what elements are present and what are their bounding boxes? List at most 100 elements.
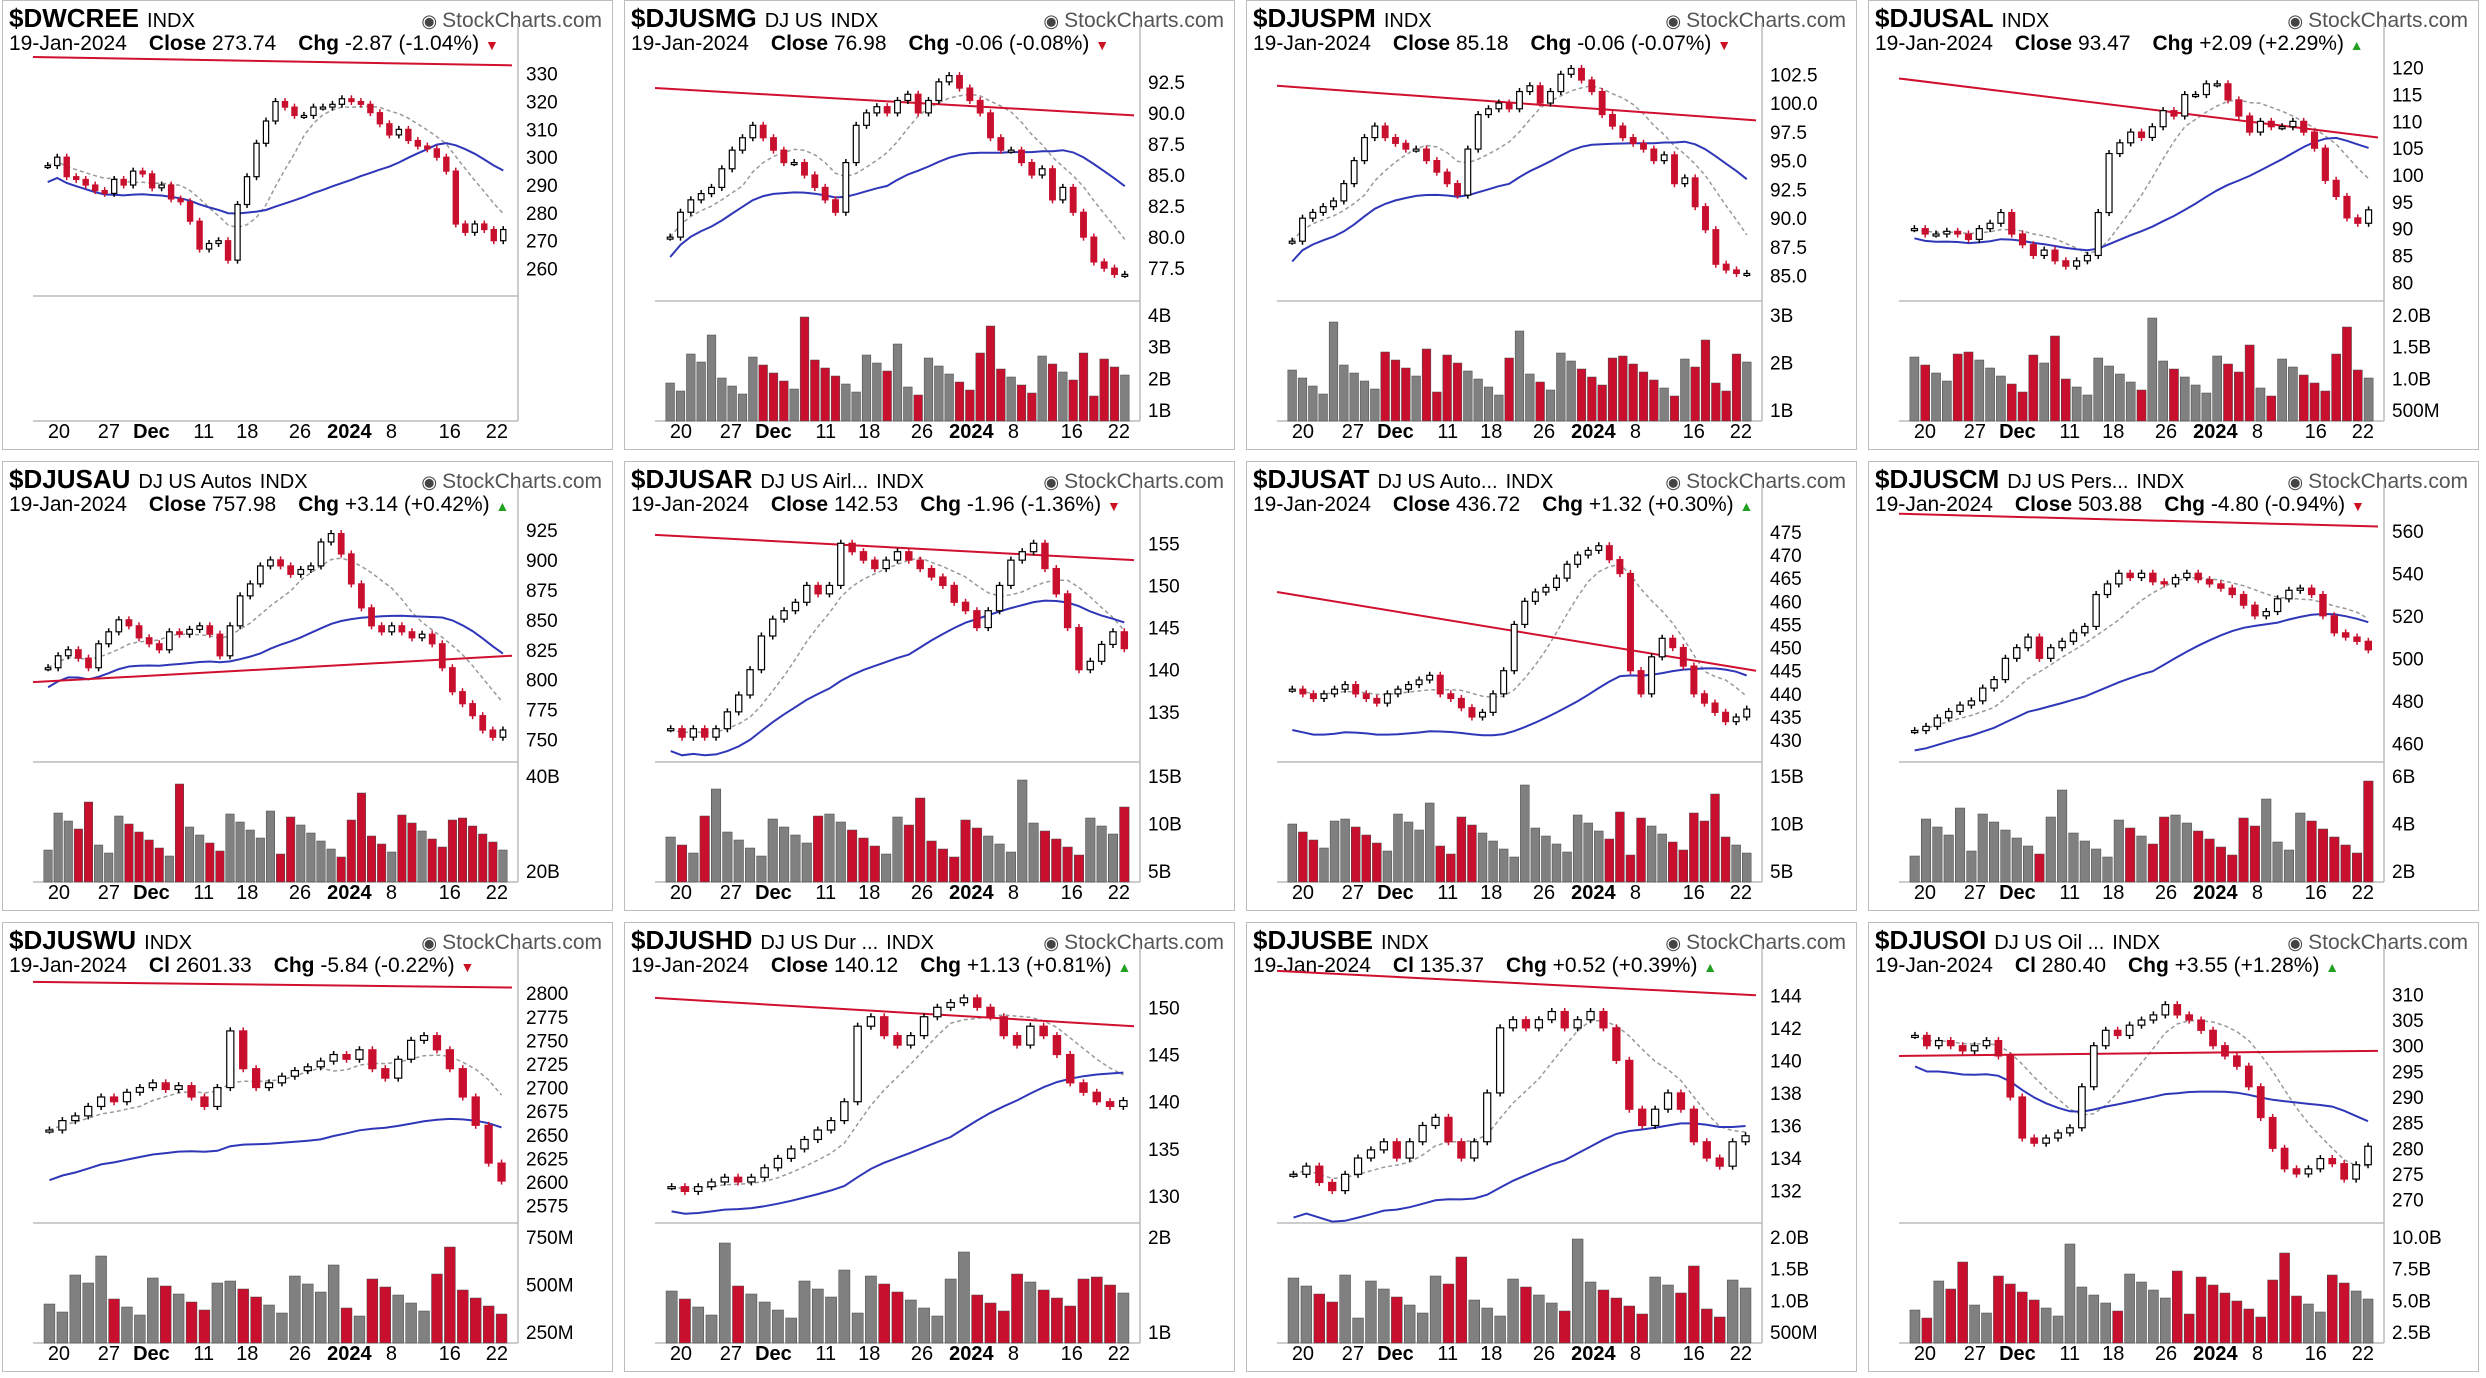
volume-bar bbox=[2136, 1281, 2147, 1344]
candle-body bbox=[418, 633, 426, 639]
chart-panel[interactable]: $DJUSPM INDX ◉ StockCharts.com 19-Jan-2024 C… bbox=[1246, 0, 1857, 450]
brand-label[interactable]: ◉ StockCharts.com bbox=[421, 9, 602, 33]
volume-bar bbox=[215, 850, 225, 883]
volume-tick-label: 20B bbox=[526, 862, 560, 883]
candle-body bbox=[1309, 693, 1317, 700]
candle-body bbox=[2013, 647, 2021, 659]
y-tick-label: 2675 bbox=[526, 1102, 568, 1123]
candle-body bbox=[1041, 542, 1049, 570]
candle-body bbox=[1671, 154, 1678, 185]
brand-label[interactable]: ◉ StockCharts.com bbox=[2287, 9, 2468, 33]
volume-bar bbox=[1571, 1238, 1584, 1344]
candle-body bbox=[1383, 693, 1391, 704]
chart-panel[interactable]: $DJUSAT DJ US Auto... INDX ◉ StockCharts.co… bbox=[1246, 461, 1857, 911]
chart-panel[interactable]: $DJUSAR DJ US Airl... INDX ◉ StockCharts.co… bbox=[624, 461, 1235, 911]
volume-bar bbox=[1411, 375, 1421, 422]
candle-body bbox=[2066, 1127, 2074, 1134]
volume-bar bbox=[1064, 1305, 1077, 1344]
ma200-line bbox=[32, 980, 513, 989]
candle-body bbox=[1352, 683, 1360, 695]
brand-label[interactable]: ◉ StockCharts.com bbox=[2287, 931, 2468, 955]
candle-body bbox=[2213, 83, 2221, 87]
brand-label[interactable]: ◉ StockCharts.com bbox=[1665, 9, 1846, 33]
x-tick-label: 20 bbox=[48, 1343, 70, 1365]
candle-body bbox=[769, 618, 777, 637]
close-label: Close bbox=[2014, 32, 2073, 55]
candle-body bbox=[1956, 704, 1964, 713]
chart-panel[interactable]: $DWCREE INDX ◉ StockCharts.com 19-Jan-2024 C… bbox=[2, 0, 613, 450]
candle-body bbox=[110, 178, 118, 194]
volume-bar bbox=[923, 357, 934, 422]
price-chart: 560 540 520 500 480 460 20 27 Dec 11 18 26 2024 8 16 22… bbox=[1898, 484, 2424, 904]
chart-panel[interactable]: $DJUSAU DJ US Autos INDX ◉ StockCharts.com 1… bbox=[2, 461, 613, 911]
volume-bar bbox=[830, 375, 841, 422]
chart-panel[interactable]: $DJUSWU INDX ◉ StockCharts.com 19-Jan-2024 C… bbox=[2, 922, 613, 1372]
candle-body bbox=[1534, 1019, 1544, 1029]
chart-panel[interactable]: $DJUSOI DJ US Oil ... INDX ◉ StockCharts.co… bbox=[1868, 922, 2479, 1372]
volume-tick-label: 2.0B bbox=[1770, 1228, 1809, 1249]
candle-body bbox=[976, 99, 984, 114]
triangle-up-icon: ▲ bbox=[495, 498, 510, 514]
volume-bar bbox=[2113, 819, 2124, 883]
candle-body bbox=[1547, 90, 1554, 104]
volume-tick-label: 500M bbox=[1770, 1323, 1818, 1344]
x-tick-label: 27 bbox=[720, 1343, 742, 1365]
chart-panel[interactable]: $DJUSMG DJ US INDX ◉ StockCharts.com 19-Jan-… bbox=[624, 0, 1235, 450]
volume-bar bbox=[336, 856, 346, 883]
brand-label[interactable]: ◉ StockCharts.com bbox=[1043, 9, 1224, 33]
brand-label[interactable]: ◉ StockCharts.com bbox=[1043, 470, 1224, 494]
x-tick-label: 22 bbox=[1730, 882, 1752, 904]
volume-bar bbox=[1974, 359, 1985, 422]
chart-panel[interactable]: $DJUSBE INDX ◉ StockCharts.com 19-Jan-2024 C… bbox=[1246, 922, 1857, 1372]
brand-label[interactable]: ◉ StockCharts.com bbox=[2287, 470, 2468, 494]
x-tick-label: 8 bbox=[1630, 421, 1641, 443]
x-tick-label: 16 bbox=[2305, 882, 2327, 904]
y-tick-label: 800 bbox=[526, 671, 558, 692]
brand-label[interactable]: ◉ StockCharts.com bbox=[421, 470, 602, 494]
x-tick-label: Dec bbox=[133, 421, 170, 443]
candle-body bbox=[1038, 168, 1046, 176]
candle-body bbox=[739, 137, 746, 151]
volume-bar bbox=[1649, 379, 1659, 422]
candle-body bbox=[759, 124, 767, 139]
brand-text: StockCharts.com bbox=[1686, 470, 1846, 493]
chart-panel[interactable]: $DJUSCM DJ US Pers... INDX ◉ StockCharts.co… bbox=[1868, 461, 2479, 911]
volume-bar bbox=[1352, 1317, 1364, 1344]
y-tick-label: 80 bbox=[2392, 273, 2413, 294]
brand-label[interactable]: ◉ StockCharts.com bbox=[1665, 470, 1846, 494]
stockcharts-logo-icon: ◉ bbox=[421, 472, 443, 492]
volume-bar bbox=[737, 393, 748, 422]
candle-body bbox=[484, 1124, 493, 1164]
volume-bar bbox=[2244, 344, 2255, 422]
quote-line: 19-Jan-2024 Close 436.72 Chg +1.32 (+0.30%… bbox=[1253, 493, 1753, 517]
volume-bar bbox=[160, 1285, 172, 1344]
close-value: 85.18 bbox=[1455, 32, 1509, 55]
volume-bar bbox=[1638, 371, 1649, 422]
brand-label[interactable]: ◉ StockCharts.com bbox=[1665, 931, 1846, 955]
candle-body bbox=[2262, 610, 2270, 617]
volume-bar bbox=[69, 1274, 81, 1344]
volume-bar bbox=[447, 819, 457, 883]
y-tick-label: 560 bbox=[2392, 522, 2424, 543]
change-label: Chg bbox=[1530, 32, 1572, 55]
candle-body bbox=[1531, 591, 1539, 602]
volume-bar bbox=[1099, 358, 1109, 422]
volume-bar bbox=[1726, 1279, 1739, 1344]
y-tick-label: 105 bbox=[2392, 139, 2424, 160]
x-tick-label: 26 bbox=[911, 1343, 933, 1365]
symbol-title: $DJUSMG DJ US INDX bbox=[631, 3, 878, 34]
x-tick-label: 22 bbox=[1108, 1343, 1130, 1365]
brand-label[interactable]: ◉ StockCharts.com bbox=[1043, 931, 1224, 955]
brand-label[interactable]: ◉ StockCharts.com bbox=[421, 931, 602, 955]
volume-bar bbox=[892, 343, 903, 422]
candle-body bbox=[303, 1066, 312, 1072]
volume-bar bbox=[1909, 356, 1920, 422]
chart-panel[interactable]: $DJUSAL INDX ◉ StockCharts.com 19-Jan-2024 C… bbox=[1868, 0, 2479, 450]
y-tick-label: 90.0 bbox=[1770, 209, 1807, 230]
candle-body bbox=[1934, 1039, 1943, 1047]
volume-bar bbox=[2050, 335, 2060, 422]
candle-body bbox=[1079, 1082, 1088, 1093]
chart-panel[interactable]: $DJUSHD DJ US Dur ... INDX ◉ StockCharts.co… bbox=[624, 922, 1235, 1372]
candle-body bbox=[186, 201, 194, 222]
candle-body bbox=[1120, 631, 1129, 650]
